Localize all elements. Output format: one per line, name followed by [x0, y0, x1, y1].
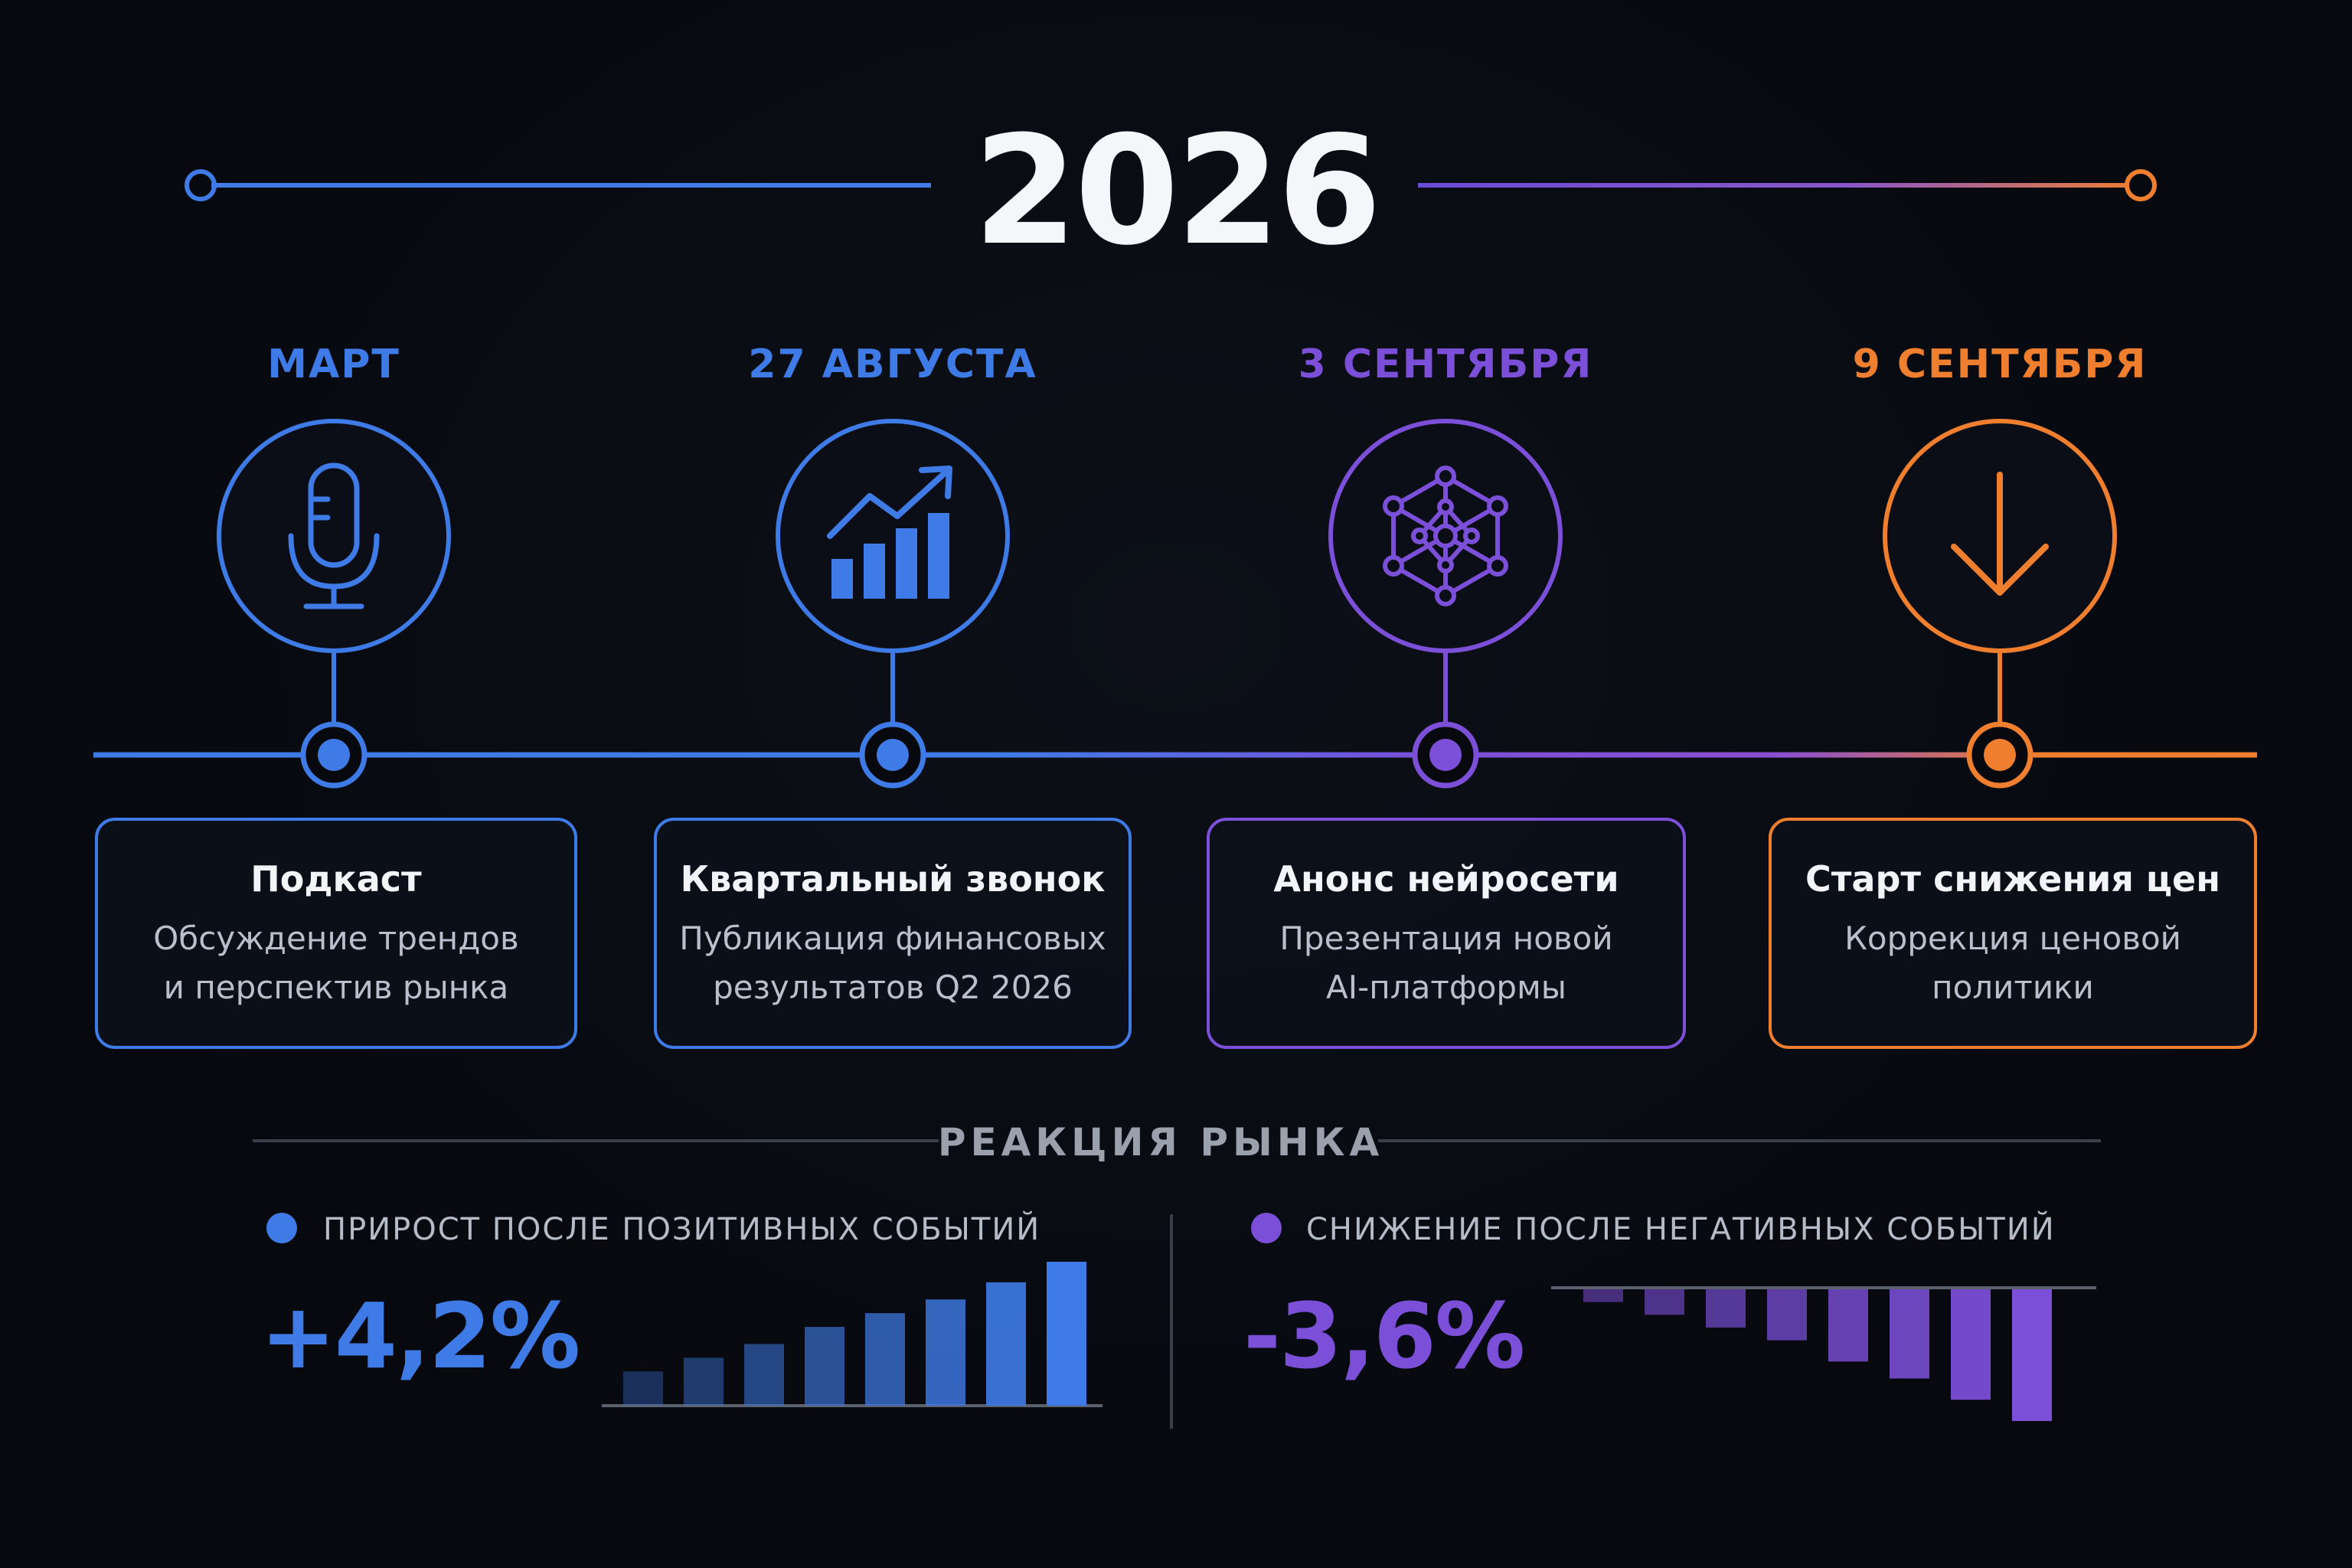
year-heading: 2026 [973, 104, 1382, 279]
positive-legend-dot [266, 1213, 297, 1243]
growth-chart-icon [827, 466, 952, 599]
card-description: Коррекция ценовой политики [1844, 920, 2181, 1006]
milestone-icon-podcast [217, 419, 451, 789]
milestone-icon-neural [1328, 419, 1563, 789]
milestone-card-price-cut: Старт снижения цен Коррекция ценовой пол… [1769, 818, 2257, 1049]
negative-legend-dot [1251, 1213, 1282, 1243]
negative-stat-value: -3,6% [1243, 1283, 1525, 1389]
positive-stat-value: +4,2% [260, 1283, 580, 1389]
negative-bar [1583, 1289, 1623, 1302]
positive-bar [926, 1299, 965, 1406]
negative-stat-label: СНИЖЕНИЕ ПОСЛЕ НЕГАТИВНЫХ СОБЫТИЙ [1306, 1212, 2056, 1247]
card-title: Квартальный звонок [680, 858, 1106, 900]
milestone-card-neural: Анонс нейросети Презентация новой AI-пла… [1207, 818, 1686, 1049]
negative-bar [2012, 1289, 2052, 1421]
positive-bar-chart [623, 1262, 1086, 1406]
milestone-date-aug27: 27 АВГУСТА [748, 341, 1037, 387]
card-description: Публикация финансовых результатов Q2 202… [679, 920, 1106, 1006]
milestone-card-podcast: Подкаст Обсуждение трендов и перспектив … [95, 818, 577, 1049]
card-title: Подкаст [250, 858, 422, 900]
negative-bar [1951, 1289, 1991, 1400]
year-divider [185, 169, 2157, 201]
positive-bar [1047, 1262, 1086, 1406]
negative-bar [1767, 1289, 1807, 1341]
milestone-icon-quarterly-call [776, 419, 1010, 789]
positive-bar [744, 1344, 784, 1406]
milestone-date-sep9: 9 СЕНТЯБРЯ [1852, 341, 2148, 387]
market-reaction-title: РЕАКЦИЯ РЫНКА [937, 1120, 1384, 1165]
positive-bar [805, 1327, 844, 1406]
card-description: Обсуждение трендов и перспектив рынка [153, 920, 519, 1006]
milestone-date-sep3: 3 СЕНТЯБРЯ [1298, 341, 1593, 387]
negative-bar [1706, 1289, 1746, 1328]
year-divider-left-node [185, 169, 217, 201]
milestone-card-quarterly-call: Квартальный звонок Публикация финансовых… [654, 818, 1132, 1049]
card-description: Презентация новой AI-платформы [1279, 920, 1613, 1006]
card-title: Старт снижения цен [1805, 858, 2220, 900]
arrow-down-icon [1951, 472, 2049, 596]
positive-bar [986, 1282, 1026, 1406]
microphone-icon [288, 462, 380, 609]
negative-bar [1645, 1289, 1684, 1315]
positive-bar [865, 1313, 905, 1406]
year-divider-right-node [2125, 169, 2157, 201]
milestone-date-march: МАРТ [267, 341, 400, 387]
negative-bar [1890, 1289, 1929, 1379]
neural-network-icon [1383, 466, 1508, 606]
positive-stat-label: ПРИРОСТ ПОСЛЕ ПОЗИТИВНЫХ СОБЫТИЙ [323, 1212, 1041, 1247]
milestone-icon-price-cut [1883, 419, 2117, 789]
negative-bar [1828, 1289, 1868, 1362]
positive-bar [623, 1371, 663, 1406]
negative-bar-chart [1583, 1289, 2052, 1421]
card-title: Анонс нейросети [1273, 858, 1619, 900]
positive-bar [684, 1357, 724, 1406]
